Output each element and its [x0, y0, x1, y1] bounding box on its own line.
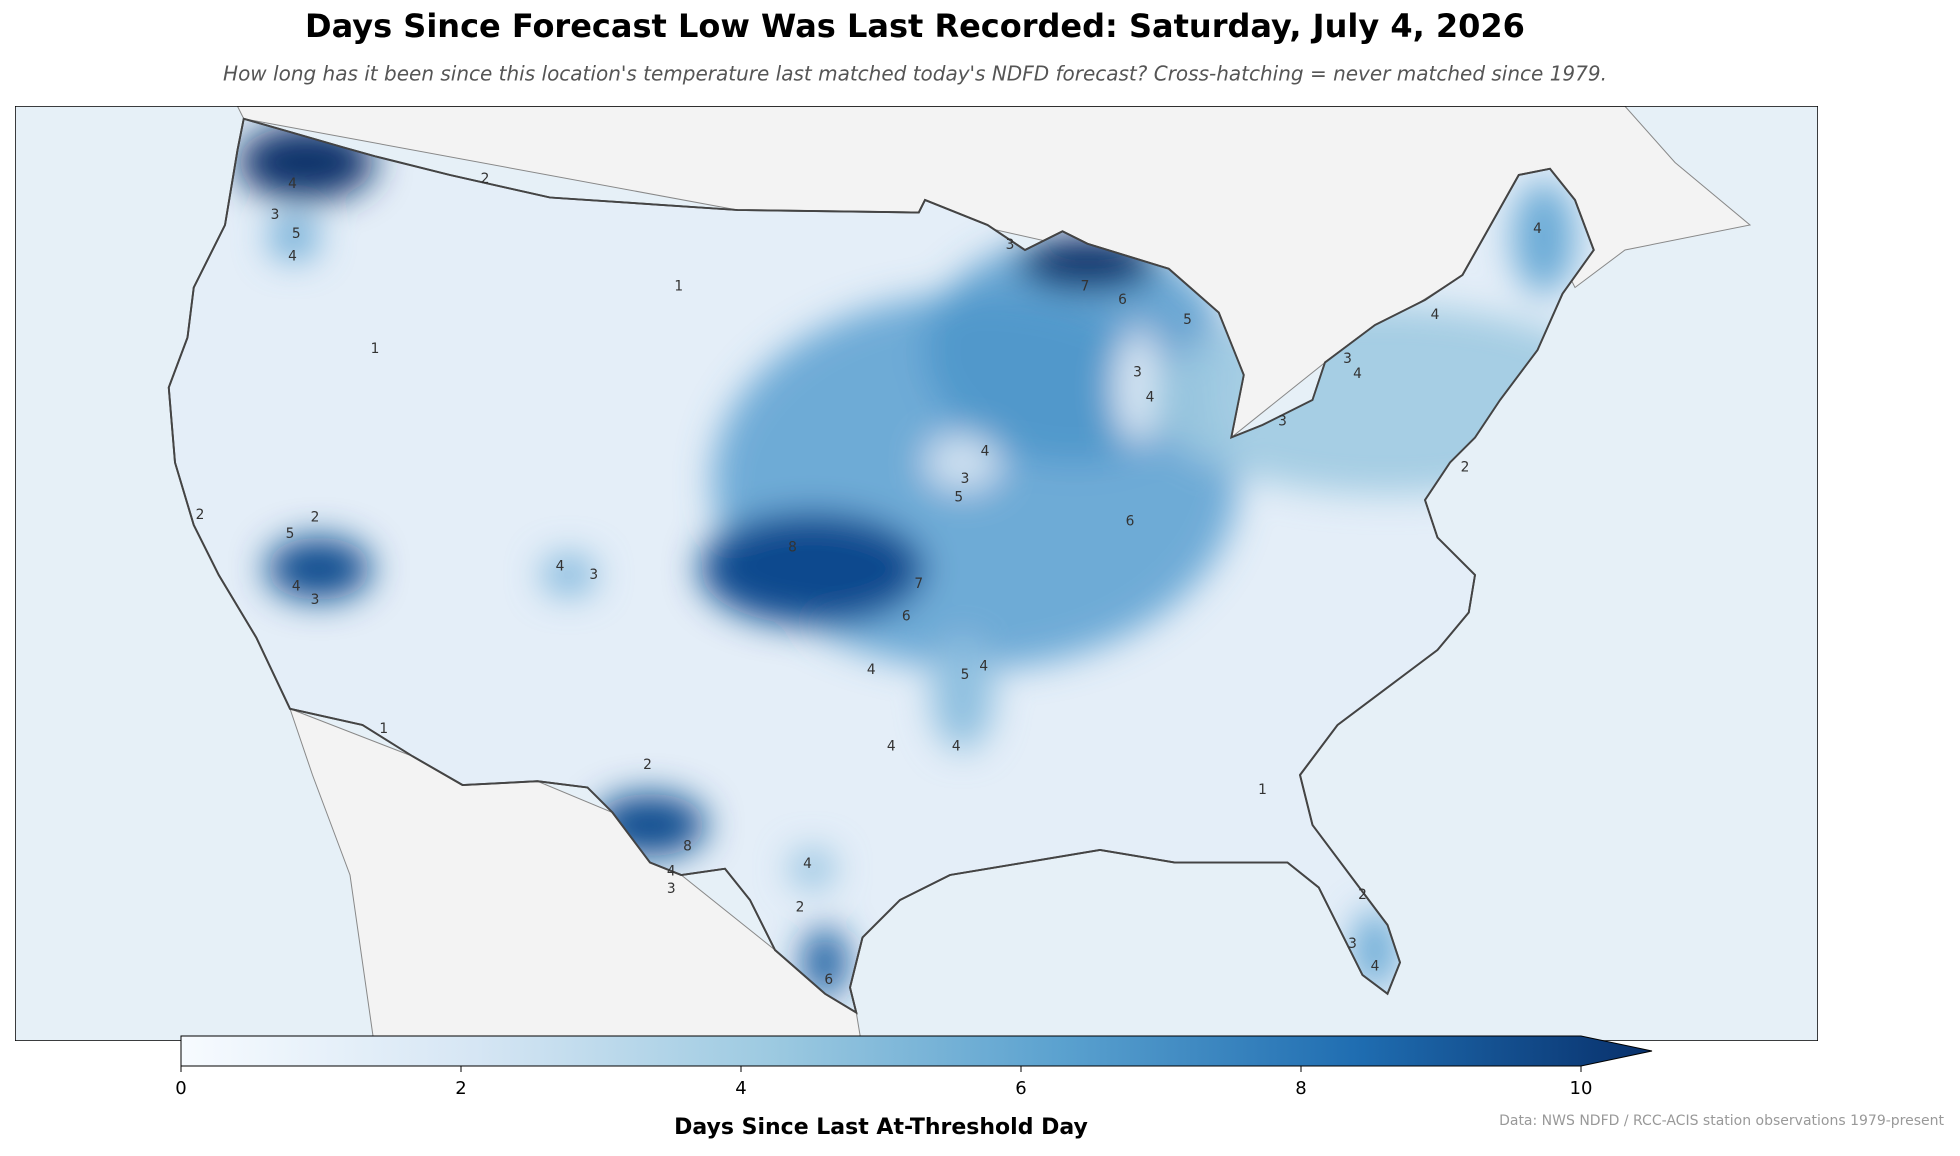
usa-border: [167, 117, 1595, 1015]
contour-label: 5: [286, 526, 295, 542]
contour-label: 4: [887, 738, 896, 754]
contour-label: 4: [667, 863, 676, 879]
contour-label: 5: [961, 667, 970, 683]
contour-label: 4: [1353, 366, 1362, 382]
contour-label: 5: [292, 226, 301, 242]
contour-label: 8: [788, 540, 797, 556]
contour-label: 2: [311, 510, 320, 526]
contour-label: 3: [311, 592, 320, 608]
contour-label: 3: [667, 881, 676, 897]
contour-label: 6: [1126, 513, 1135, 529]
contour-label: 1: [1258, 782, 1267, 798]
contour-label: 2: [1461, 460, 1470, 476]
contour-label: 3: [271, 207, 280, 223]
contour-label: 1: [371, 341, 380, 357]
contour-label: 2: [196, 507, 205, 523]
contour-label: 3: [961, 471, 970, 487]
source-note: Data: NWS NDFD / RCC-ACIS station observ…: [1499, 1113, 1944, 1129]
colorbar-tick-label: 0: [175, 1078, 186, 1099]
contour-label: 2: [643, 757, 652, 773]
contour-label: 3: [1278, 413, 1287, 429]
contour-label: 2: [796, 900, 805, 916]
colorbar-tick-label: 6: [1015, 1078, 1026, 1099]
contour-label: 3: [1348, 936, 1357, 952]
contour-label: 8: [683, 838, 692, 854]
contour-label: 6: [902, 608, 911, 624]
contour-label: 4: [1431, 307, 1440, 323]
contour-label: 1: [674, 278, 683, 294]
contour-label: 3: [1133, 365, 1142, 381]
contour-label: 4: [292, 578, 301, 594]
contour-label: 6: [1118, 292, 1127, 308]
contour-label: 4: [1146, 390, 1155, 406]
colorbar-tick-label: 8: [1295, 1078, 1306, 1099]
title: Days Since Forecast Low Was Last Recorde…: [305, 7, 1525, 45]
contour-label: 7: [1081, 278, 1090, 294]
contour-label: 5: [1183, 312, 1192, 328]
colorbar: 0 2 4 6 8 10: [175, 1035, 1653, 1099]
contour-label: 4: [556, 558, 565, 574]
colorbar-tick-label: 4: [735, 1078, 746, 1099]
contour-label: 7: [914, 576, 923, 592]
heat-field: [237, 125, 1594, 998]
contour-label: 3: [1006, 237, 1015, 253]
contour-label: 4: [1371, 958, 1380, 974]
contour-label: 4: [867, 662, 876, 678]
contour-label: 4: [288, 248, 297, 264]
colorbar-body: [180, 1035, 1653, 1067]
contour-label: 2: [481, 171, 490, 187]
contour-label: 1: [379, 721, 388, 737]
contour-label: 4: [1533, 221, 1542, 237]
subtitle: How long has it been since this location…: [223, 62, 1607, 86]
colorbar-tick-label: 2: [455, 1078, 466, 1099]
contour-label: 6: [824, 972, 833, 988]
contour-label: 2: [1358, 887, 1367, 903]
contour-label: 4: [952, 738, 961, 754]
contour-label: 5: [954, 490, 963, 506]
contour-label: 3: [589, 567, 598, 583]
colorbar-label: Days Since Last At-Threshold Day: [674, 1115, 1088, 1140]
contour-label: 4: [803, 856, 812, 872]
contour-label: 4: [979, 658, 988, 674]
colorbar-tick-label: 10: [1570, 1078, 1593, 1099]
contour-label: 4: [981, 443, 990, 459]
contour-label: 3: [1343, 351, 1352, 367]
contour-label: 4: [288, 176, 297, 192]
